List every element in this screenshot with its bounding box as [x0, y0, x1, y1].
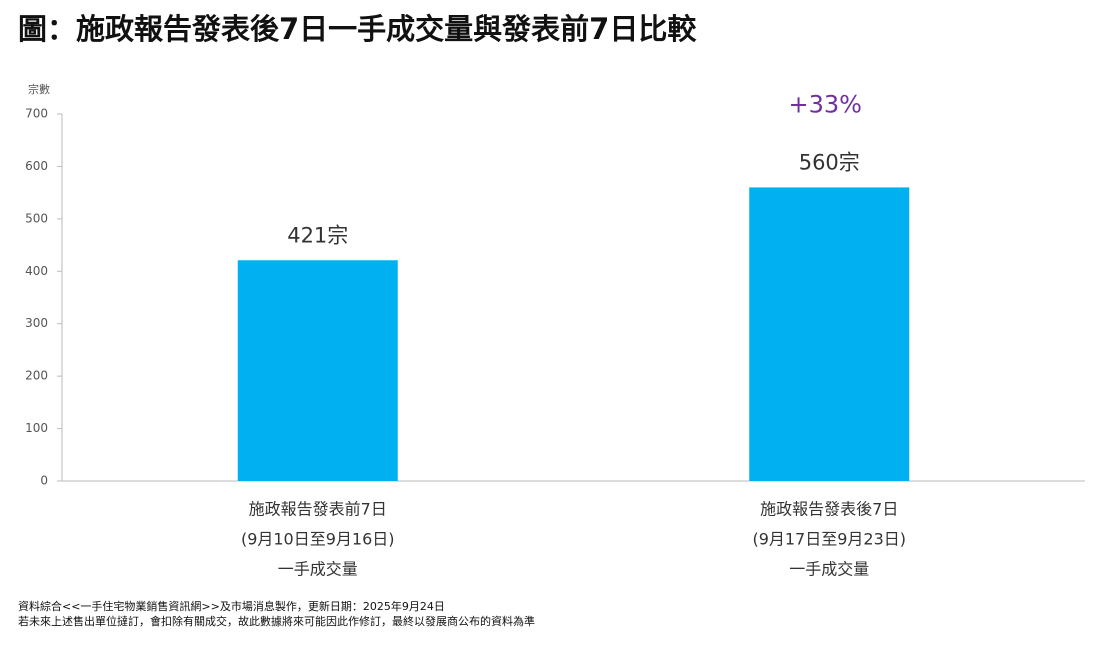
data-label: 421宗: [287, 223, 348, 247]
x-tick-label: (9月10日至9月16日): [241, 530, 395, 549]
y-tick-label: 300: [25, 316, 48, 330]
y-tick-label: 700: [25, 107, 48, 121]
data-label: 560宗: [799, 150, 860, 174]
y-tick-label: 0: [40, 474, 48, 488]
note: 若未來上述售出單位撻訂，會扣除有關成交，故此數據將來可能因此作修訂，最終以發展商…: [18, 614, 535, 628]
y-tick-label: 400: [25, 264, 48, 278]
y-tick-label: 500: [25, 211, 48, 225]
y-axis-label: 宗數: [28, 82, 50, 96]
y-tick-label: 600: [25, 159, 48, 173]
x-tick-label: (9月17日至9月23日): [752, 530, 906, 549]
chart-title: 圖：施政報告發表後7日一手成交量與發表前7日比較: [18, 12, 697, 46]
x-tick-label: 施政報告發表後7日: [760, 500, 898, 519]
x-tick-label: 一手成交量: [789, 560, 869, 579]
y-tick-label: 100: [25, 421, 48, 435]
bar: [749, 187, 910, 481]
bar: [237, 260, 398, 481]
x-tick-label: 施政報告發表前7日: [249, 500, 387, 519]
y-tick-label: 200: [25, 369, 48, 383]
x-tick-label: 一手成交量: [278, 560, 358, 579]
note: 資料綜合<<一手住宅物業銷售資訊網>>及市場消息製作，更新日期：2025年9月2…: [18, 599, 445, 613]
annotation: +33%: [789, 90, 862, 118]
